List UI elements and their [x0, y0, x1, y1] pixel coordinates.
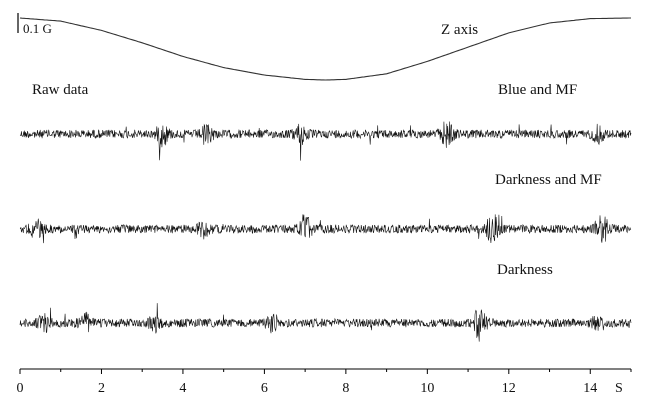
x-tick-label: 8 [342, 381, 349, 396]
x-axis-ticks: 0 2 4 6 8 10 12 14 [17, 369, 632, 396]
trace-darkness [19, 303, 632, 342]
x-tick-label: 12 [502, 381, 516, 396]
x-tick-label: 4 [179, 381, 186, 396]
scale-bar-label: 0.1 G [23, 21, 52, 36]
raw-data-label: Raw data [32, 82, 89, 98]
trace-blue-and-mf [19, 121, 632, 161]
trace-darkness-and-mf [19, 214, 632, 244]
series-label-darkness-and-mf: Darkness and MF [495, 172, 602, 188]
x-axis-unit-label: S [615, 381, 623, 396]
series-label-blue-and-mf: Blue and MF [498, 82, 577, 98]
x-tick-label: 14 [583, 381, 597, 396]
x-tick-label: 10 [420, 381, 434, 396]
magnetic-field-curve [19, 17, 631, 81]
x-tick-label: 6 [261, 381, 268, 396]
traces [19, 121, 632, 342]
magnetic-field-label: Z axis [441, 22, 478, 38]
x-tick-label: 2 [98, 381, 105, 396]
series-label-darkness: Darkness [497, 262, 553, 278]
x-tick-label: 0 [17, 381, 24, 396]
